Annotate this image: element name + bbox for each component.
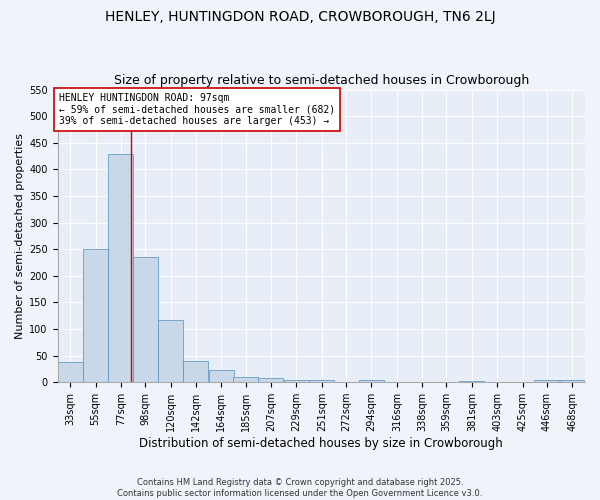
X-axis label: Distribution of semi-detached houses by size in Crowborough: Distribution of semi-detached houses by … [139,437,503,450]
Text: Contains HM Land Registry data © Crown copyright and database right 2025.
Contai: Contains HM Land Registry data © Crown c… [118,478,482,498]
Bar [233,377,258,382]
Y-axis label: Number of semi-detached properties: Number of semi-detached properties [15,133,25,339]
Title: Size of property relative to semi-detached houses in Crowborough: Size of property relative to semi-detach… [113,74,529,87]
Bar [534,380,559,382]
Bar [259,378,283,382]
Bar [83,248,108,382]
Bar [309,380,334,382]
Bar [209,370,234,382]
Bar [158,320,183,382]
Bar [359,380,384,382]
Bar [58,362,83,382]
Bar [284,380,309,382]
Bar [109,154,133,382]
Bar [560,380,584,382]
Bar [459,380,484,382]
Bar [133,256,158,382]
Text: HENLEY HUNTINGDON ROAD: 97sqm
← 59% of semi-detached houses are smaller (682)
39: HENLEY HUNTINGDON ROAD: 97sqm ← 59% of s… [59,94,335,126]
Text: HENLEY, HUNTINGDON ROAD, CROWBOROUGH, TN6 2LJ: HENLEY, HUNTINGDON ROAD, CROWBOROUGH, TN… [104,10,496,24]
Bar [184,361,208,382]
